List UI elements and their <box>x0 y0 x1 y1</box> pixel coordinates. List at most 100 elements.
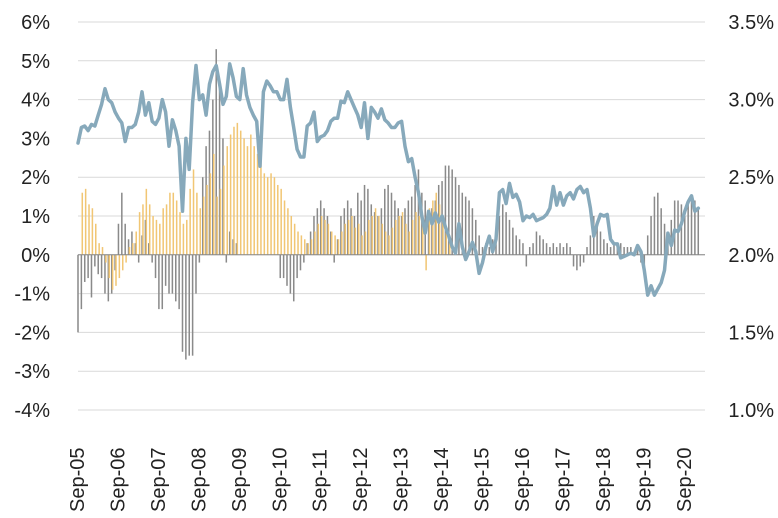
bar <box>186 219 188 255</box>
bar <box>559 243 561 255</box>
bar <box>626 247 629 255</box>
bar <box>212 99 214 255</box>
bar <box>660 208 662 255</box>
bar <box>161 254 164 310</box>
bar <box>313 216 315 255</box>
bar <box>228 231 231 255</box>
bar <box>287 208 289 255</box>
bar <box>347 219 350 255</box>
left-axis-tick-label: 0% <box>21 245 50 267</box>
bar <box>394 200 396 255</box>
line-series <box>76 62 701 297</box>
bar <box>292 254 295 302</box>
bar-series-light <box>81 122 451 290</box>
bar <box>107 254 110 302</box>
bar <box>273 177 276 255</box>
bar <box>115 254 117 286</box>
bar <box>468 200 470 255</box>
bar <box>539 235 541 255</box>
bar <box>363 184 366 255</box>
bar <box>235 243 238 255</box>
bar <box>208 130 211 255</box>
bar <box>246 146 249 255</box>
bar <box>239 130 242 255</box>
bar <box>344 223 346 255</box>
bar <box>400 216 403 255</box>
bar <box>357 192 359 255</box>
bar <box>488 247 491 255</box>
bar <box>297 231 299 255</box>
bar <box>404 208 406 255</box>
bar <box>90 254 93 298</box>
bar <box>155 219 158 255</box>
bar <box>444 165 447 255</box>
bar <box>334 235 336 255</box>
bar-series-dark <box>77 49 700 360</box>
right-axis-tick-label: 2.5% <box>728 167 774 189</box>
bar <box>432 200 434 255</box>
bar <box>343 208 346 255</box>
bar <box>279 254 282 279</box>
x-axis-ticks: Sep-05 Sep-06 Sep-07 Sep-08 Sep-09 Sep-10 Sep-… <box>67 448 696 513</box>
bar <box>124 223 126 255</box>
bar <box>340 216 342 255</box>
bar <box>657 192 659 255</box>
bar <box>421 219 424 255</box>
x-axis-tick-label: Sep-20 <box>674 448 696 513</box>
bar <box>606 243 609 255</box>
x-axis-tick-label: Sep-17 <box>552 448 574 513</box>
bar <box>381 223 384 255</box>
bar <box>373 212 376 255</box>
bar <box>609 247 612 255</box>
bar <box>236 122 239 255</box>
bar <box>368 219 370 255</box>
bar <box>512 227 514 255</box>
bar <box>158 254 160 310</box>
bar <box>286 254 288 286</box>
bar <box>448 165 450 255</box>
bar <box>189 188 191 255</box>
bar <box>364 231 367 255</box>
right-axis-tick-label: 3.5% <box>728 12 774 34</box>
right-axis-tick-label: 1.0% <box>728 400 774 422</box>
bar <box>377 216 379 255</box>
bar <box>243 138 245 255</box>
x-axis-tick-label: Sep-15 <box>472 448 494 512</box>
bar <box>319 200 322 255</box>
bar <box>589 235 592 255</box>
bar <box>216 196 218 255</box>
bar <box>307 243 309 255</box>
bar <box>108 254 111 279</box>
bar <box>498 216 501 255</box>
bar <box>260 161 262 255</box>
bar <box>687 204 689 255</box>
bar <box>303 254 305 263</box>
bar <box>505 212 507 255</box>
bar <box>127 239 130 255</box>
bar <box>576 254 578 271</box>
bar <box>360 200 362 255</box>
bar <box>390 192 393 255</box>
left-axis-tick-label: -3% <box>14 361 50 383</box>
bar <box>83 254 86 282</box>
x-axis-tick-label: Sep-06 <box>107 448 129 513</box>
x-axis-tick-label: Sep-13 <box>391 448 413 513</box>
bar <box>215 49 217 255</box>
bar <box>374 208 377 255</box>
bar <box>97 254 99 275</box>
bar <box>415 212 417 255</box>
bar <box>263 173 266 255</box>
bar <box>148 204 151 255</box>
x-axis-tick-label: Sep-07 <box>148 448 170 513</box>
bar <box>370 204 373 255</box>
bar <box>380 208 383 255</box>
bar <box>410 196 413 255</box>
bar <box>414 184 416 255</box>
bar <box>599 231 602 255</box>
bar <box>387 184 389 255</box>
bar <box>451 169 453 255</box>
bar <box>395 219 397 255</box>
bar <box>435 192 437 255</box>
bar <box>619 243 622 255</box>
bar <box>542 239 544 255</box>
